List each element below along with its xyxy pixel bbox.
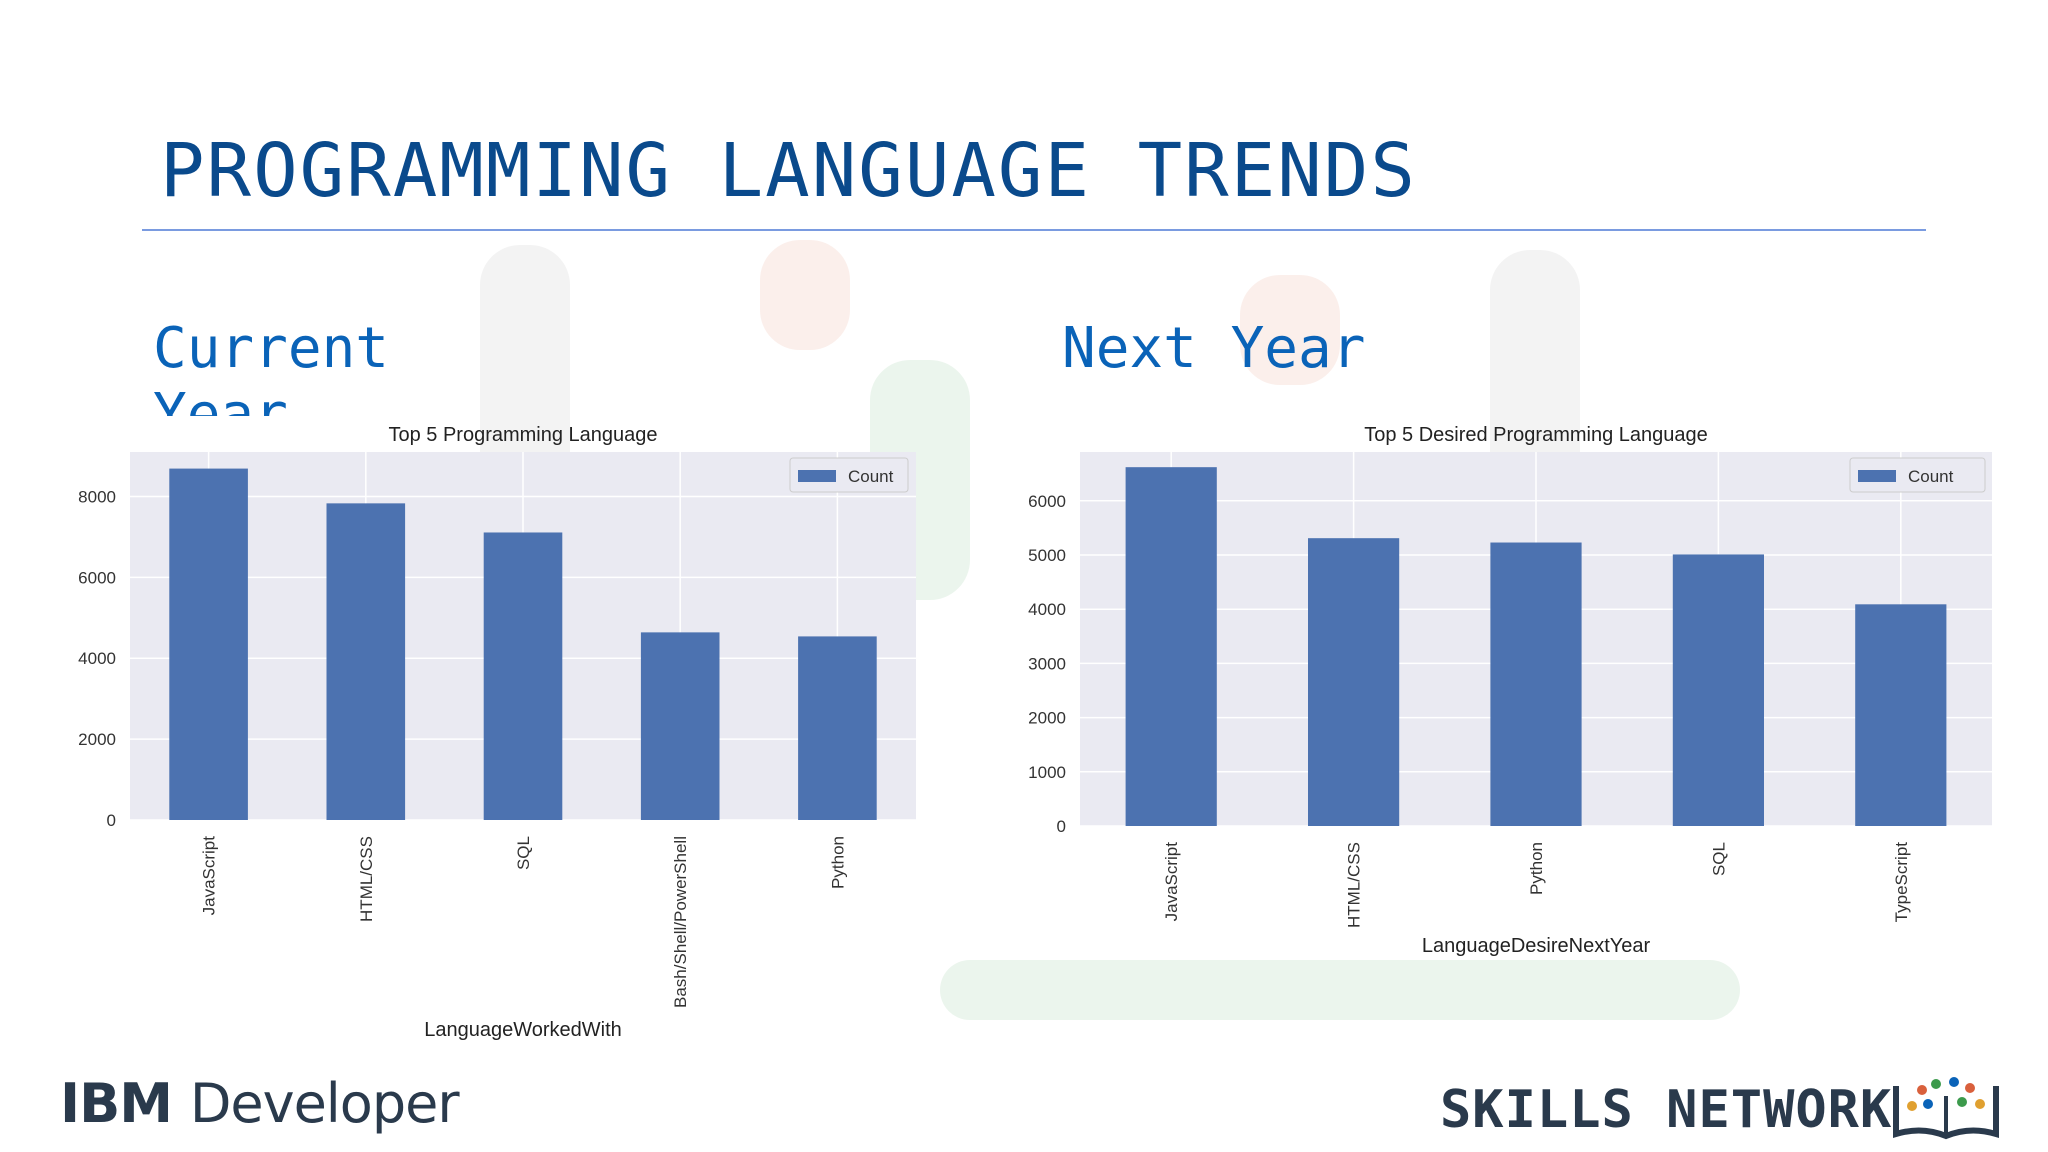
x-tick-label: TypeScript: [1892, 842, 1911, 923]
x-tick-label: JavaScript: [1162, 842, 1181, 922]
ibm-developer-logo: IBM Developer: [60, 1072, 460, 1135]
page-title: PROGRAMMING LANGUAGE TRENDS: [160, 128, 1417, 214]
skills-network-wordmark: SKILLS NETWORK: [1440, 1080, 1893, 1140]
chart-title: Top 5 Programming Language: [388, 424, 657, 446]
current-year-label: Current Year: [153, 316, 390, 416]
legend-label: Count: [1908, 467, 1954, 486]
background-decoration: [1240, 275, 1340, 385]
bar: [326, 503, 406, 820]
x-tick-label: Bash/Shell/PowerShell: [671, 836, 690, 1008]
bar: [798, 636, 877, 820]
bar: [1125, 467, 1217, 826]
title-divider: [142, 229, 1926, 231]
bar: [640, 632, 720, 820]
x-tick-label: HTML/CSS: [357, 836, 376, 922]
y-tick-label: 0: [107, 811, 116, 830]
x-tick-label: Python: [828, 836, 847, 889]
y-tick-label: 4000: [78, 649, 116, 668]
legend-box: [1849, 457, 1986, 493]
x-axis-label: LanguageDesireNextYear: [1422, 935, 1651, 957]
next-year-label: Next Year: [1062, 316, 1366, 381]
y-tick-label: 3000: [1028, 654, 1066, 673]
bar: [1672, 554, 1764, 826]
brand-developer: Developer: [189, 1072, 460, 1135]
y-tick-label: 0: [1057, 817, 1066, 836]
x-tick-label: SQL: [1709, 842, 1728, 876]
chart-title: Top 5 Desired Programming Language: [1364, 424, 1708, 446]
x-tick-label: Python: [1527, 842, 1546, 895]
legend-swatch: [798, 470, 836, 482]
skills-network-book-icon: [1893, 1077, 1999, 1140]
x-tick-label: JavaScript: [200, 836, 219, 916]
y-tick-label: 6000: [1028, 492, 1066, 511]
y-tick-label: 4000: [1028, 600, 1066, 619]
y-tick-label: 5000: [1028, 546, 1066, 565]
legend-box: [789, 457, 909, 493]
x-tick-label: HTML/CSS: [1345, 842, 1364, 928]
y-tick-label: 2000: [1028, 709, 1066, 728]
y-tick-label: 1000: [1028, 763, 1066, 782]
bar: [483, 532, 563, 820]
bar: [1490, 542, 1582, 826]
bar: [169, 468, 248, 820]
y-tick-label: 8000: [78, 487, 116, 506]
legend-swatch: [1858, 470, 1896, 482]
background-decoration: [940, 960, 1740, 1020]
bar: [1855, 604, 1947, 826]
legend-label: Count: [848, 467, 894, 486]
y-tick-label: 2000: [78, 730, 116, 749]
bar: [1308, 538, 1400, 826]
x-axis-label: LanguageWorkedWith: [424, 1019, 622, 1041]
brand-ibm: IBM: [60, 1072, 173, 1135]
background-decoration: [760, 240, 850, 350]
y-tick-label: 6000: [78, 568, 116, 587]
x-tick-label: SQL: [514, 836, 533, 870]
